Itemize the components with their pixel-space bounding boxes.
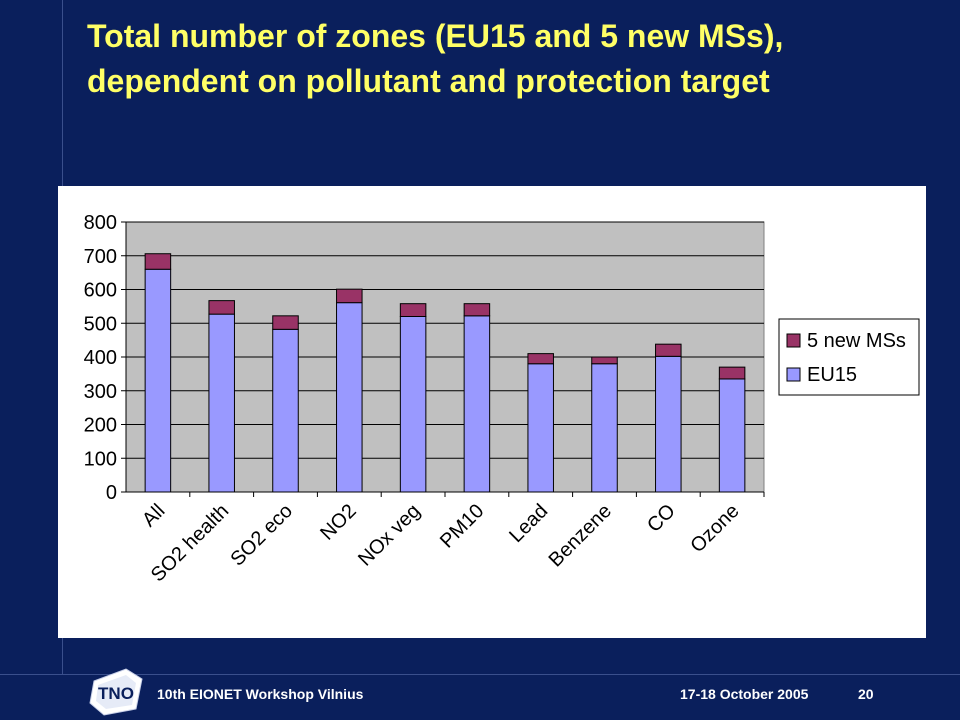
bar-new-ms-2 — [272, 315, 299, 330]
bar-eu15-6 — [527, 363, 554, 493]
x-tick-label: CO — [643, 500, 680, 537]
bar-eu15-4 — [399, 316, 427, 493]
slide-title: Total number of zones (EU15 and 5 new MS… — [87, 18, 784, 99]
x-tick-label: All — [138, 500, 169, 531]
bar-eu15-8 — [655, 355, 682, 493]
x-tick-label: Ozone — [686, 500, 743, 557]
x-tick-label: NOx veg — [354, 500, 425, 571]
y-tick-label: 200 — [84, 415, 117, 437]
y-tick-label: 100 — [84, 448, 117, 470]
chart-panel: 0 100 200 300 400 500 600 700 800 All SO2 health SO… — [58, 186, 926, 638]
x-tick-label: PM10 — [436, 500, 489, 553]
bar-new-ms-3 — [336, 288, 363, 304]
bar-new-ms-1 — [208, 300, 235, 315]
x-tick-label: SO2 eco — [226, 500, 297, 571]
footer-date: 17-18 October 2005 — [680, 686, 809, 702]
bar-eu15-1 — [208, 313, 235, 493]
bar-eu15-9 — [718, 378, 746, 493]
y-tick-label: 400 — [84, 347, 117, 369]
bar-new-ms-6 — [527, 353, 554, 365]
page-number: 20 — [858, 686, 874, 702]
x-tick-label: Lead — [505, 500, 552, 547]
logo-lettering: TNO — [98, 684, 134, 703]
y-tick-label: 500 — [84, 313, 117, 335]
bar-eu15-0 — [144, 268, 172, 493]
bar-new-ms-8 — [655, 343, 682, 357]
bar-eu15-5 — [463, 315, 491, 493]
x-tick-label: NO2 — [316, 500, 361, 545]
legend-label-new-ms: 5 new MSs — [807, 330, 906, 352]
bar-new-ms-7 — [591, 356, 618, 365]
y-tick-label: 800 — [84, 212, 117, 234]
bar-new-ms-5 — [463, 303, 491, 317]
y-tick-label: 600 — [84, 280, 117, 302]
y-tick-label: 0 — [106, 482, 117, 504]
tno-logo: TNO — [89, 668, 143, 716]
legend-label-eu15: EU15 — [807, 364, 857, 386]
legend-swatch-eu15 — [786, 367, 801, 382]
bar-eu15-3 — [336, 302, 363, 493]
slide-horizontal-rule — [0, 674, 960, 675]
y-tick-label: 700 — [84, 246, 117, 268]
y-tick-label: 300 — [84, 381, 117, 403]
x-tick-label: Benzene — [545, 500, 616, 571]
bar-new-ms-4 — [399, 303, 427, 318]
legend — [778, 318, 920, 396]
bar-eu15-7 — [591, 363, 618, 493]
bar-new-ms-9 — [718, 366, 746, 380]
footer-event: 10th EIONET Workshop Vilnius — [157, 686, 364, 702]
legend-swatch-new-ms — [786, 333, 801, 348]
bar-new-ms-0 — [144, 253, 172, 270]
bar-eu15-2 — [272, 328, 299, 493]
